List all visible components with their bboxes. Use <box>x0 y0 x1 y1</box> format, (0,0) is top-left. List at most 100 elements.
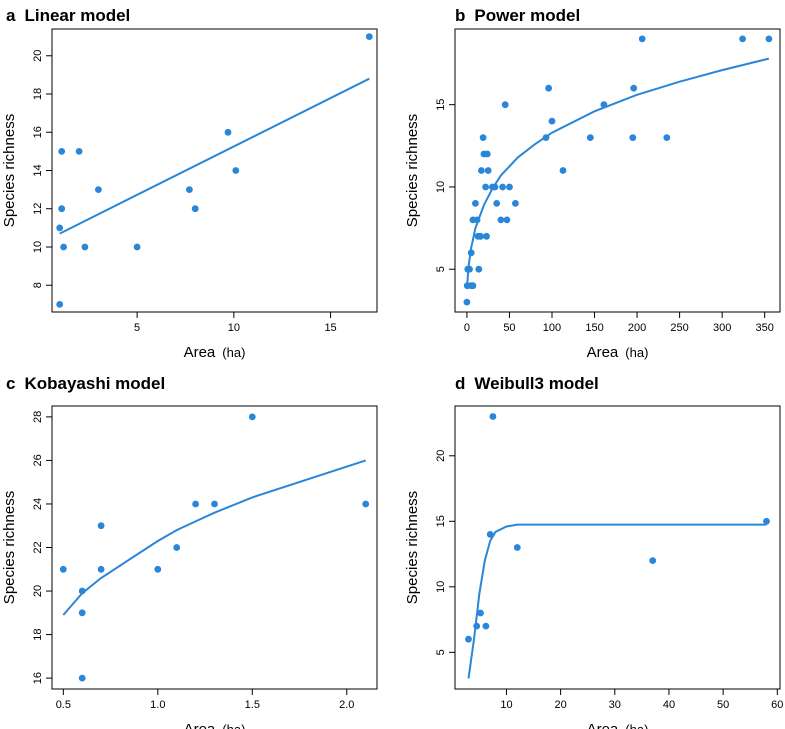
fit-line <box>59 77 370 235</box>
panel-d: d Weibull3 model 10 20 30 40 50 60 5 10 15 20 Area (h… <box>404 374 783 729</box>
panel-title: c Kobayashi model <box>6 374 165 393</box>
y-tick-label: 18 <box>32 88 44 100</box>
data-point <box>56 224 64 232</box>
data-point <box>97 522 105 530</box>
panel-title: b Power model <box>455 6 580 25</box>
fit-line <box>467 523 767 679</box>
y-tick-label: 8 <box>32 282 44 288</box>
data-point <box>629 134 637 142</box>
x-axis-title: Area (ha) <box>587 344 649 361</box>
y-tick-label: 20 <box>32 585 44 597</box>
data-point <box>739 35 746 43</box>
x-axis-label: Area <box>184 344 216 361</box>
data-point <box>362 500 370 508</box>
panel-title: d Weibull3 model <box>455 374 599 393</box>
y-tick-label: 15 <box>435 515 447 527</box>
panel-title-text: Power model <box>474 6 580 25</box>
x-tick-label: 1.5 <box>245 699 260 711</box>
data-point <box>663 134 671 142</box>
fit-line <box>62 459 367 616</box>
x-axis-title: Area (ha) <box>587 721 649 729</box>
x-tick-label: 5 <box>134 322 140 334</box>
data-point <box>186 186 193 194</box>
data-point <box>192 500 200 508</box>
data-point <box>600 101 608 109</box>
x-axis-unit: (ha) <box>625 722 648 729</box>
y-tick-label: 10 <box>32 241 44 253</box>
data-point <box>78 609 86 617</box>
x-tick-label: 60 <box>771 699 783 711</box>
y-tick-label: 10 <box>435 181 447 193</box>
data-point <box>545 84 552 92</box>
data-point <box>506 183 513 191</box>
data-point <box>484 167 492 174</box>
data-point <box>365 33 373 40</box>
data-point <box>467 249 475 257</box>
panel-title: a Linear model <box>6 6 130 25</box>
x-axis-unit: (ha) <box>625 345 648 360</box>
data-point <box>478 167 485 174</box>
data-point <box>482 183 489 191</box>
data-point <box>491 183 499 191</box>
x-tick-label: 350 <box>756 322 774 334</box>
data-point <box>477 232 484 240</box>
data-point <box>75 148 83 155</box>
x-tick-label: 50 <box>503 322 515 334</box>
panel-b: b Power model 0 50 100 150 200 250 300 350 5 10 15 Ar… <box>404 6 781 361</box>
data-point <box>232 167 240 174</box>
data-point <box>542 134 550 142</box>
data-point <box>475 265 483 273</box>
plot-frame <box>454 405 781 690</box>
panel-letter: b <box>455 6 465 25</box>
data-point <box>499 183 506 191</box>
y-axis-title: Species richness <box>1 491 18 604</box>
data-point <box>58 205 66 213</box>
data-point <box>638 35 646 43</box>
x-axis-label: Area <box>587 344 619 361</box>
panel-title-text: Kobayashi model <box>24 374 165 393</box>
y-tick-label: 20 <box>32 50 44 62</box>
y-tick-label: 18 <box>32 628 44 640</box>
data-point <box>466 265 473 273</box>
x-tick-label: 40 <box>663 699 675 711</box>
data-point <box>559 167 567 174</box>
y-tick-label: 5 <box>435 266 447 272</box>
y-axis-title: Species richness <box>1 114 18 227</box>
x-tick-label: 15 <box>324 322 336 334</box>
y-tick-label: 10 <box>435 581 447 593</box>
data-point <box>224 128 232 136</box>
x-axis-unit: (ha) <box>222 345 245 360</box>
data-point <box>512 200 519 207</box>
y-tick-label: 26 <box>32 454 44 466</box>
y-axis-title: Species richness <box>404 114 421 227</box>
data-point <box>211 500 218 508</box>
panel-c: c Kobayashi model 0.5 1.0 1.5 2.0 16 18 20 22 24 26… <box>1 374 378 729</box>
data-point <box>489 413 497 420</box>
data-point <box>477 609 484 617</box>
data-point <box>95 186 102 194</box>
panel-a: a Linear model 5 10 15 8 10 12 14 16 18 20 Area (ha) S… <box>1 6 378 361</box>
panel-title-text: Linear model <box>24 6 130 25</box>
x-axis-title: Area (ha) <box>184 344 246 361</box>
x-tick-label: 0 <box>464 322 470 334</box>
data-point <box>465 635 472 643</box>
x-tick-label: 150 <box>585 322 603 334</box>
data-point <box>81 243 89 251</box>
x-tick-label: 250 <box>670 322 688 334</box>
y-tick-label: 15 <box>435 99 447 111</box>
y-axis-title: Species richness <box>404 491 421 604</box>
data-point <box>482 622 490 630</box>
panel-title-text: Weibull3 model <box>474 374 598 393</box>
x-tick-label: 10 <box>500 699 512 711</box>
data-point <box>501 101 509 109</box>
data-point <box>97 565 105 573</box>
y-tick-label: 28 <box>32 411 44 423</box>
data-point <box>58 148 66 155</box>
data-point <box>497 216 505 224</box>
data-point <box>78 674 86 682</box>
data-point <box>630 84 638 92</box>
data-point <box>513 544 521 551</box>
y-tick-label: 12 <box>32 203 44 215</box>
x-axis-unit: (ha) <box>222 722 245 729</box>
data-point <box>133 243 141 251</box>
